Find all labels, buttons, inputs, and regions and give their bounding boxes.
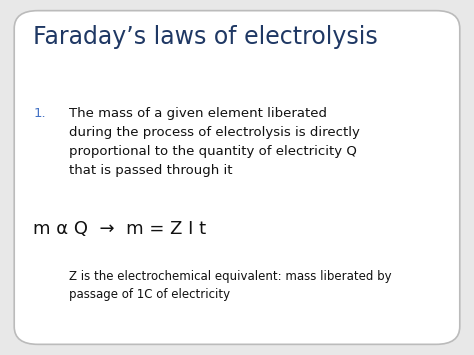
Text: Z is the electrochemical equivalent: mass liberated by
passage of 1C of electric: Z is the electrochemical equivalent: mas… xyxy=(69,270,392,301)
Text: Faraday’s laws of electrolysis: Faraday’s laws of electrolysis xyxy=(33,25,378,49)
FancyBboxPatch shape xyxy=(14,11,460,344)
Text: m α Q  →  m = Z I t: m α Q → m = Z I t xyxy=(33,220,206,238)
Text: The mass of a given element liberated
during the process of electrolysis is dire: The mass of a given element liberated du… xyxy=(69,106,360,176)
Text: 1.: 1. xyxy=(33,106,46,120)
